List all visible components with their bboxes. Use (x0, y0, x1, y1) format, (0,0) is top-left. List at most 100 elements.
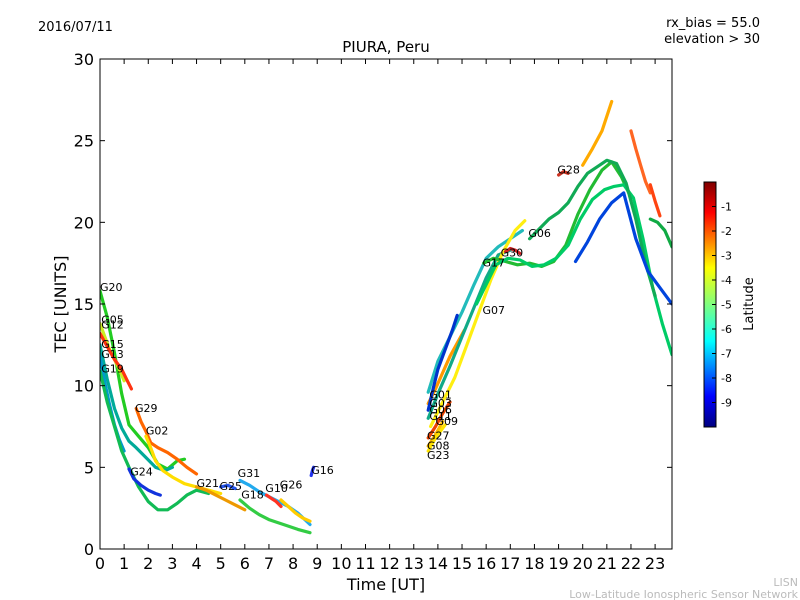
colorbar-tick-label--9: -9 (721, 397, 732, 410)
series-G06-27 (527, 158, 657, 298)
satellite-label-G03-17: G03 (429, 397, 452, 410)
x-tick-label-0: 0 (95, 554, 105, 573)
chart-title: PIURA, Peru (342, 38, 429, 56)
series-late-red-2-32 (648, 183, 662, 218)
x-tick-label-1: 1 (119, 554, 129, 573)
x-tick-label-10: 10 (331, 554, 351, 573)
series-G23-23 (426, 423, 447, 453)
plot-series (100, 99, 672, 535)
satellite-label-G06-18: G06 (429, 403, 452, 416)
series-late-ascending-29 (581, 99, 614, 167)
satellite-label-G30-25: G30 (501, 247, 524, 260)
series-G27-21 (426, 400, 452, 440)
series-late-green-33 (648, 217, 672, 249)
satellite-label-G11-19: G11 (429, 410, 452, 423)
series-late-blue-30 (573, 191, 672, 306)
axes: 0 1 2 3 4 5 6 7 8 9 10 11 12 13 14 15 16 17 18 19 20 21 22 2305… (74, 50, 672, 573)
satellite-label-G31-11: G31 (238, 467, 261, 480)
series-G12-2 (100, 331, 133, 391)
x-tick-label-21: 21 (597, 554, 617, 573)
colorbar-label: Latitude (742, 277, 757, 331)
satellite-label-G10-13: G10 (265, 482, 288, 495)
x-tick-label-4: 4 (191, 554, 201, 573)
x-tick-label-3: 3 (167, 554, 177, 573)
colorbar-tick-label--4: -4 (721, 274, 732, 287)
satellite-label-G17-24: G17 (483, 256, 506, 269)
satellite-label-G26-14: G26 (280, 479, 303, 492)
x-tick-label-17: 17 (500, 554, 520, 573)
y-tick-label-25: 25 (74, 132, 94, 151)
colorbar-tick-label--2: -2 (721, 225, 732, 238)
date-label: 2016/07/11 (38, 20, 113, 35)
colorbar-tick-label--7: -7 (721, 348, 732, 361)
x-tick-label-14: 14 (428, 554, 448, 573)
colorbar-tick-label--6: -6 (721, 323, 732, 336)
elevation-label: elevation > 30 (664, 32, 760, 47)
satellite-label-G06-27: G06 (528, 227, 551, 240)
x-tick-label-9: 9 (312, 554, 322, 573)
series-G18-12 (238, 498, 312, 535)
x-tick-label-7: 7 (264, 554, 274, 573)
x-tick-label-20: 20 (573, 554, 593, 573)
series-G21-9 (194, 485, 247, 512)
x-tick-label-12: 12 (379, 554, 399, 573)
satellite-label-G15-3: G15 (101, 338, 124, 351)
series-G25-10 (219, 483, 237, 491)
satellite-label-G16-15: G16 (311, 464, 334, 477)
series-G29-6 (134, 406, 199, 476)
series-G19-5 (100, 369, 211, 512)
satellite-label-G13-4: G13 (101, 348, 124, 361)
plot-frame (99, 58, 673, 550)
rx-bias-label: rx_bias = 55.0 (666, 16, 760, 31)
satellite-label-G25-10: G25 (220, 480, 243, 493)
x-tick-label-5: 5 (216, 554, 226, 573)
satellite-label-G28-28: G28 (557, 163, 580, 176)
satellite-label-G08-22: G08 (427, 439, 450, 452)
x-tick-label-18: 18 (524, 554, 544, 573)
x-tick-label-23: 23 (645, 554, 665, 573)
satellite-label-G07-26: G07 (483, 304, 506, 317)
y-tick-label-15: 15 (74, 295, 94, 314)
y-tick-label-20: 20 (74, 213, 94, 232)
series-G01-16 (426, 228, 525, 394)
series-G07-26 (474, 183, 672, 357)
colorbar-tick-label--8: -8 (721, 372, 732, 385)
series-G28-28 (556, 170, 570, 177)
x-tick-label-11: 11 (355, 554, 375, 573)
satellite-label-G01-16: G01 (429, 389, 452, 402)
series-G24-8 (127, 467, 162, 497)
satellite-label-G29-6: G29 (135, 402, 158, 415)
y-tick-label-30: 30 (74, 50, 94, 69)
series-G16-15 (309, 465, 316, 478)
series-G20-0 (100, 289, 187, 471)
satellite-label-G24-8: G24 (130, 466, 153, 479)
y-tick-label-5: 5 (84, 458, 94, 477)
satellite-label-G21-9: G21 (197, 477, 220, 490)
colorbar-tick-label--3: -3 (721, 250, 732, 263)
series-G06-18 (426, 313, 459, 412)
x-tick-label-13: 13 (404, 554, 424, 573)
series-G08-22 (426, 420, 445, 448)
satellite-label-G02-7: G02 (146, 425, 169, 438)
series-G30-25 (503, 246, 522, 255)
satellite-label-G05-1: G05 (101, 314, 124, 327)
satellite-label-G23-23: G23 (427, 449, 450, 462)
colorbar-tick-label--5: -5 (721, 299, 732, 312)
satellite-label-G09-20: G09 (436, 415, 459, 428)
y-tick-label-0: 0 (84, 540, 94, 559)
x-axis-label: Time [UT] (346, 575, 425, 594)
satellite-label-G20-0: G20 (100, 281, 123, 294)
satellite-label-G12-2: G12 (101, 319, 124, 332)
series-G10-13 (264, 493, 283, 509)
series-G26-14 (279, 498, 312, 523)
colorbar-tick-label--1: -1 (721, 201, 732, 214)
x-tick-label-15: 15 (452, 554, 472, 573)
x-tick-label-2: 2 (143, 554, 153, 573)
footer-network: Low-Latitude Ionospheric Sensor Network (569, 588, 798, 600)
y-axis-label: TEC [UNITS] (51, 256, 70, 354)
satellite-label-G27-21: G27 (427, 430, 450, 443)
satellite-label-G19-5: G19 (101, 363, 124, 376)
satellite-label-G18-12: G18 (241, 488, 264, 501)
